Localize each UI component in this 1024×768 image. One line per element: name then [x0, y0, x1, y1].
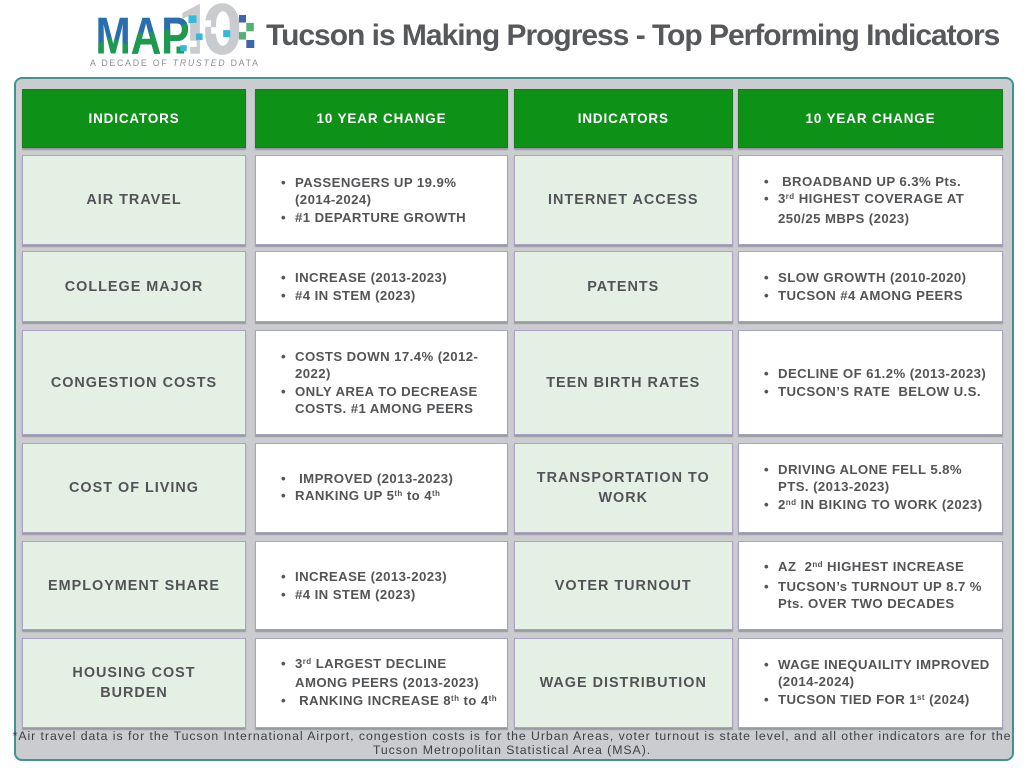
svg-text:MAP: MAP — [96, 6, 190, 64]
svg-text:A DECADE OF TRUSTED DATA: A DECADE OF TRUSTED DATA — [90, 58, 258, 68]
